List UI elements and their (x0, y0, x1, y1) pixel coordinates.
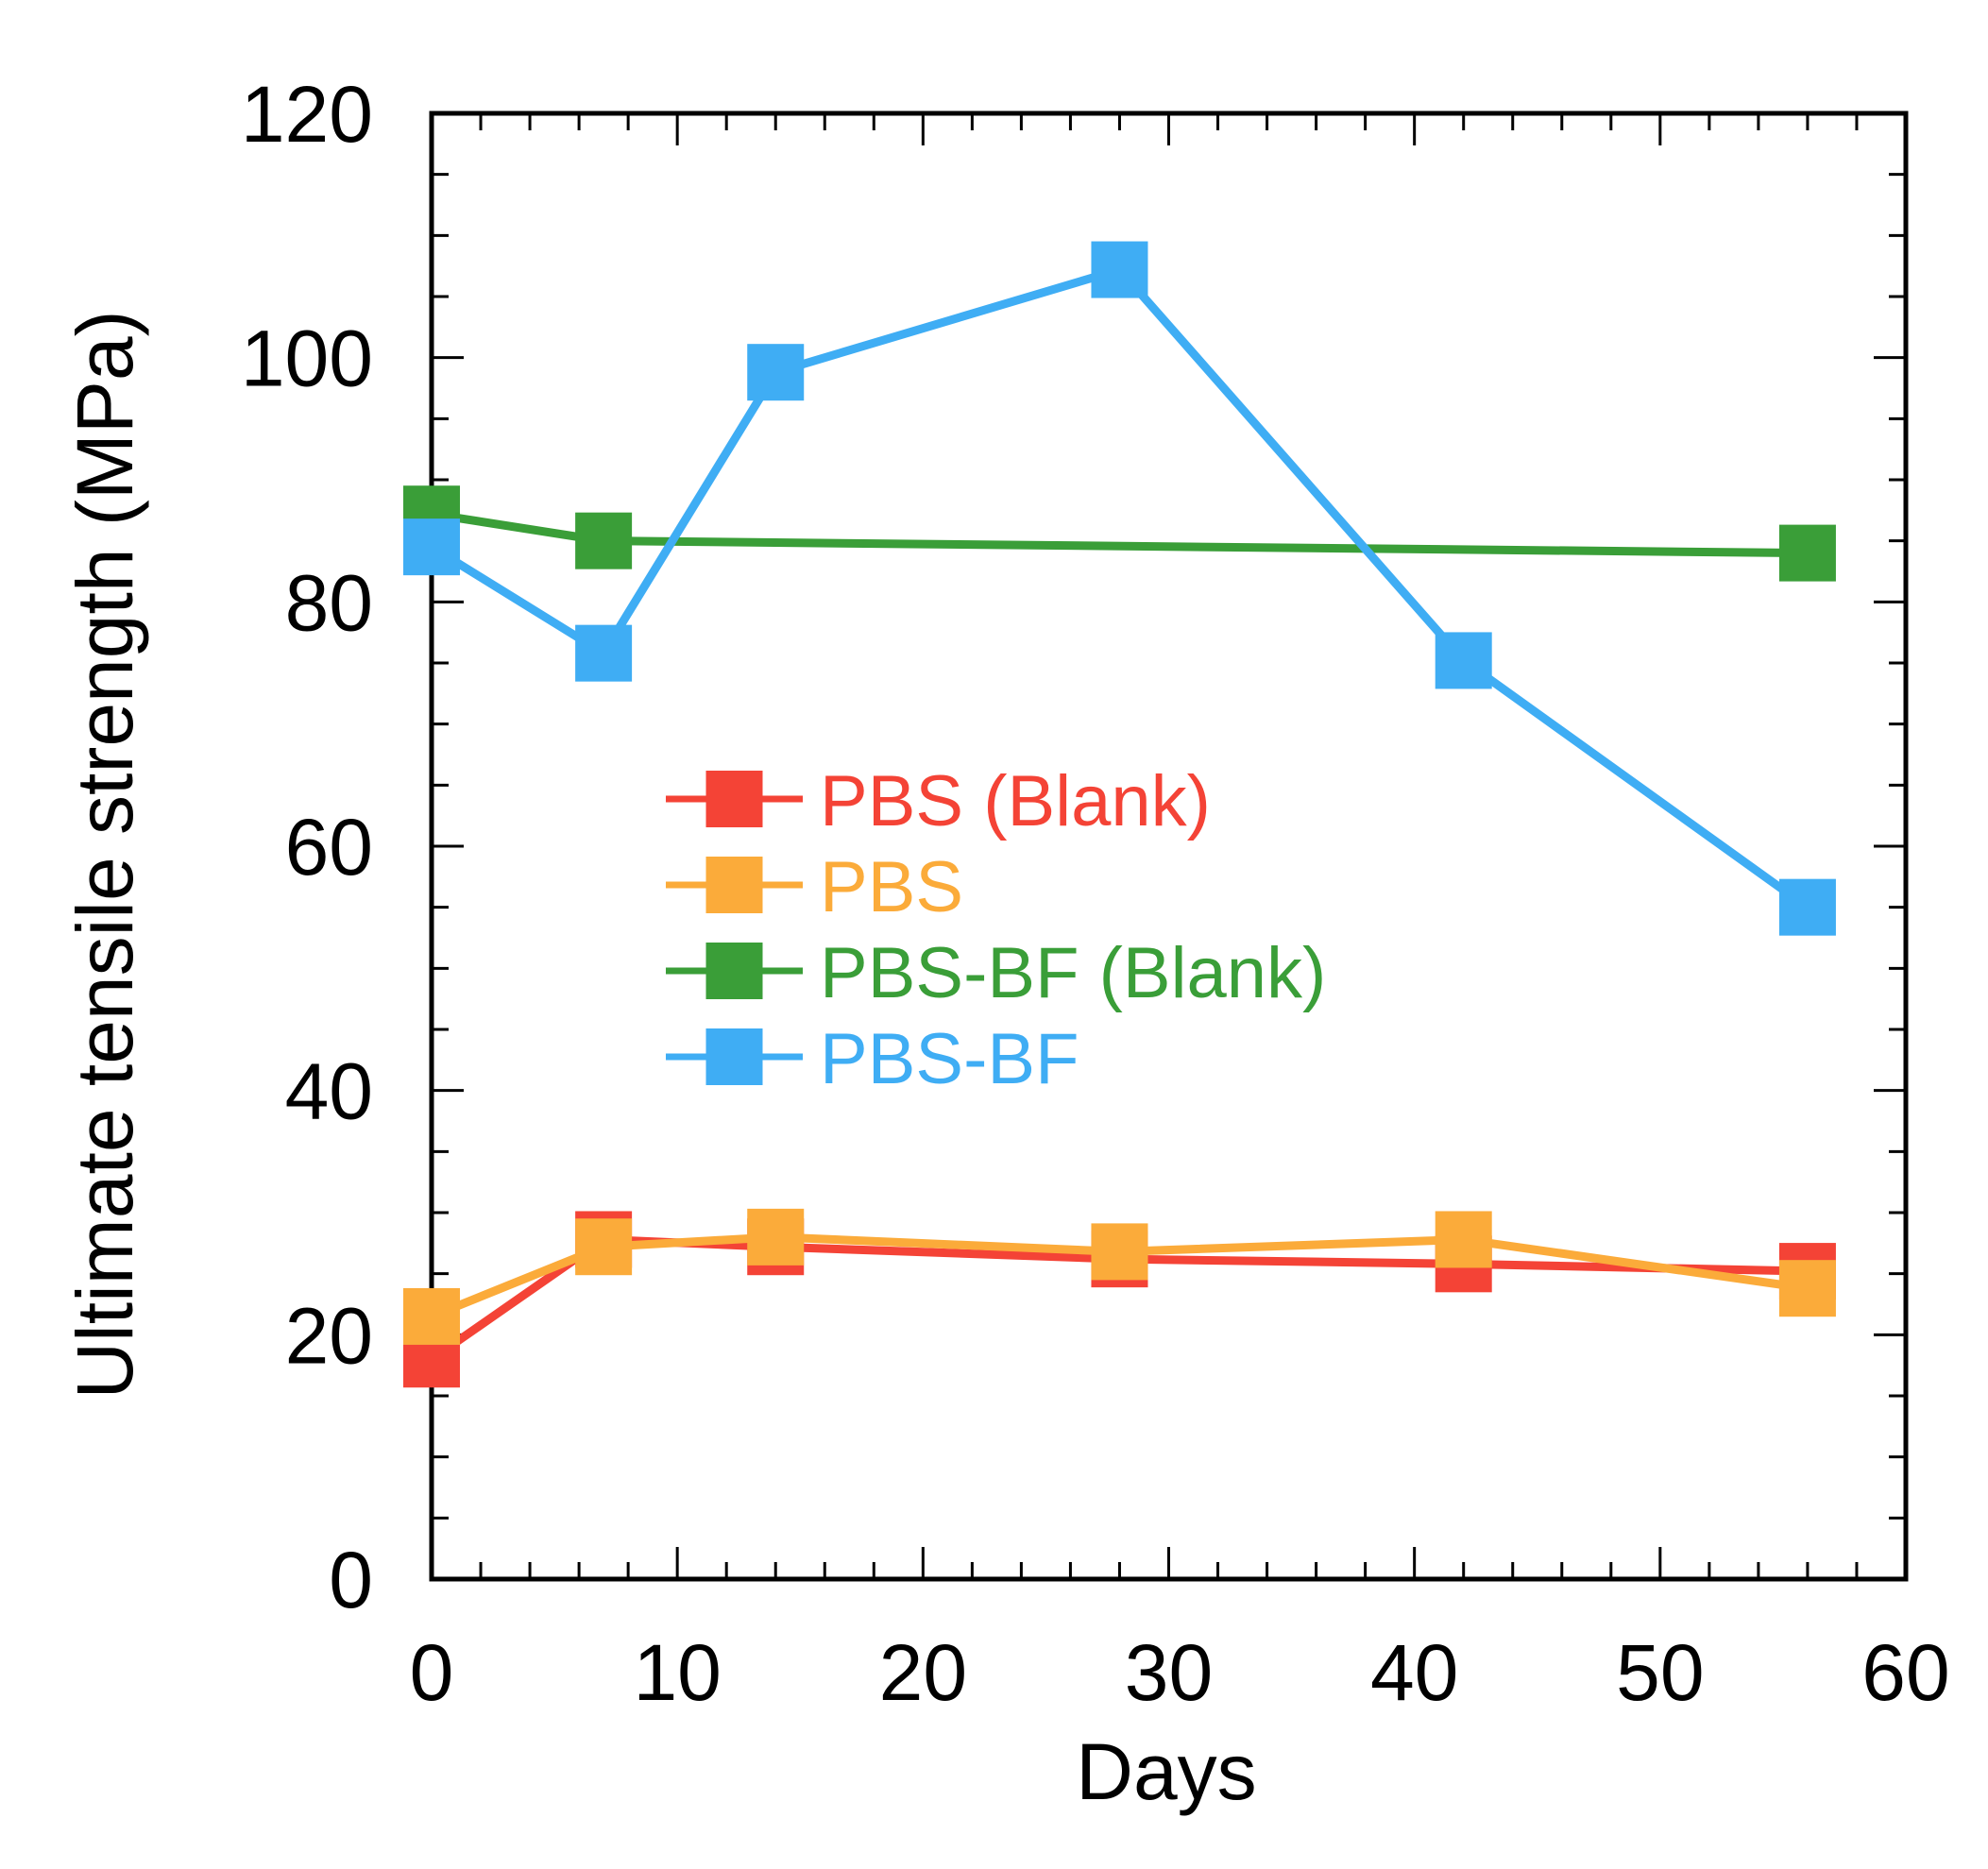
legend-item: PBS-BF (Blank) (666, 933, 1326, 1013)
data-point (1435, 1211, 1492, 1268)
y-tick-label: 20 (285, 1291, 373, 1380)
plot-frame (429, 110, 1909, 1582)
plot-layer (429, 110, 1909, 1582)
series-pbs-bf-blank (403, 485, 1836, 582)
series-line (431, 509, 1808, 558)
data-point (1778, 878, 1836, 936)
data-point (1435, 632, 1492, 689)
legend-item: PBS (Blank) (666, 761, 1211, 841)
data-point (1091, 241, 1148, 298)
x-tick-label: 40 (1370, 1628, 1458, 1717)
y-tick-label: 100 (241, 314, 373, 403)
data-point (403, 518, 460, 576)
legend-marker (705, 943, 763, 999)
legend-marker (705, 857, 763, 913)
data-point (575, 512, 633, 569)
x-axis-label: Days (1076, 1727, 1256, 1816)
data-point (1778, 1260, 1836, 1317)
data-point (1778, 524, 1836, 582)
axis-layer: 0 10 20 30 40 50 60 0 20 40 60 80 100 120 (241, 70, 1950, 1717)
x-tick-label: 10 (633, 1628, 721, 1717)
y-tick-label: 40 (285, 1047, 373, 1136)
series-line (429, 265, 1810, 911)
legend-marker (705, 1028, 763, 1085)
x-tick-label: 20 (879, 1628, 967, 1717)
legend-item: PBS-BF (666, 1019, 1079, 1099)
legend-label: PBS (Blank) (820, 761, 1211, 841)
y-tick-label: 0 (329, 1536, 373, 1624)
legend-label: PBS (820, 847, 963, 927)
x-tick-label: 30 (1125, 1628, 1213, 1717)
series-pbs-bf (403, 241, 1836, 936)
y-tick-label: 60 (285, 803, 373, 892)
data-point (575, 1218, 633, 1276)
x-tick-label: 0 (410, 1628, 454, 1717)
x-tick-label: 50 (1616, 1628, 1704, 1717)
data-point (1091, 1223, 1148, 1281)
legend-label: PBS-BF (820, 1019, 1079, 1099)
data-point (403, 1287, 460, 1345)
series-layer (403, 241, 1836, 1388)
data-point (575, 624, 633, 682)
data-point (747, 344, 805, 401)
y-tick-label: 120 (241, 70, 373, 159)
data-point (747, 1208, 805, 1266)
series-pbs (403, 1208, 1836, 1345)
legend-item: PBS (666, 847, 963, 927)
series-line (430, 1232, 1809, 1321)
legend-marker (705, 771, 763, 827)
legend-label: PBS-BF (Blank) (820, 933, 1326, 1013)
y-tick-label: 80 (285, 558, 373, 647)
y-axis-label: Ultimate tensile strength (MPa) (60, 310, 149, 1399)
x-tick-label: 60 (1861, 1628, 1949, 1717)
